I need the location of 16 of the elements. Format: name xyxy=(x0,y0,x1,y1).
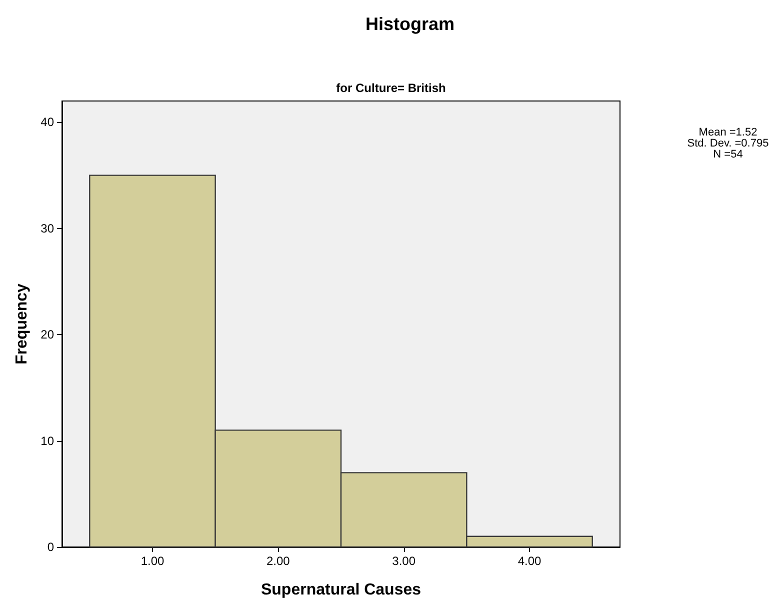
x-tick-label: 4.00 xyxy=(518,554,542,568)
x-tick-label: 2.00 xyxy=(266,554,290,568)
text: Std. Dev. =0.795 xyxy=(687,138,769,150)
y-tick-label: 10 xyxy=(40,434,54,448)
y-tick-label: 0 xyxy=(47,540,54,554)
y-axis-title: Frequency xyxy=(13,283,30,364)
text: N =54 xyxy=(713,148,743,160)
x-tick-label: 3.00 xyxy=(392,554,416,568)
x-tick-label: 1.00 xyxy=(140,554,164,568)
y-tick-label: 40 xyxy=(40,115,54,130)
chart-subtitle: for Culture= British xyxy=(336,81,446,95)
y-tick-label: 20 xyxy=(40,328,54,342)
y-tick-label: 30 xyxy=(40,221,54,236)
x-axis-title: Supernatural Causes xyxy=(260,582,422,598)
chart-title: Histogram xyxy=(365,14,455,34)
text: Mean =1.52 xyxy=(698,126,758,138)
